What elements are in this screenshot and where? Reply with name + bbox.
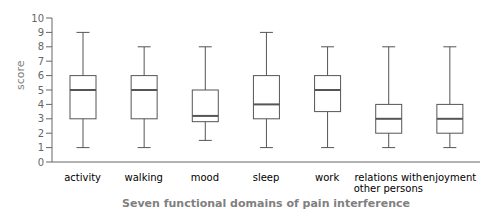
svg-text:work: work	[315, 172, 339, 183]
svg-text:relations withother persons: relations withother persons	[354, 172, 423, 194]
svg-text:Seven functional domains of pa: Seven functional domains of pain interfe…	[122, 197, 410, 210]
svg-text:sleep: sleep	[253, 172, 280, 183]
svg-text:0: 0	[38, 157, 44, 168]
svg-text:activity: activity	[64, 172, 101, 183]
svg-text:5: 5	[38, 85, 44, 96]
svg-text:8: 8	[38, 41, 44, 52]
svg-text:2: 2	[38, 128, 44, 139]
svg-text:10: 10	[31, 13, 44, 24]
svg-text:1: 1	[38, 142, 44, 153]
svg-text:mood: mood	[191, 172, 219, 183]
svg-text:4: 4	[38, 99, 44, 110]
svg-text:3: 3	[38, 113, 44, 124]
svg-text:walking: walking	[125, 172, 163, 183]
svg-text:6: 6	[38, 70, 44, 81]
svg-text:7: 7	[38, 56, 44, 67]
svg-text:enjoyment: enjoyment	[423, 172, 477, 183]
svg-text:score: score	[14, 60, 27, 90]
svg-text:9: 9	[38, 27, 44, 38]
